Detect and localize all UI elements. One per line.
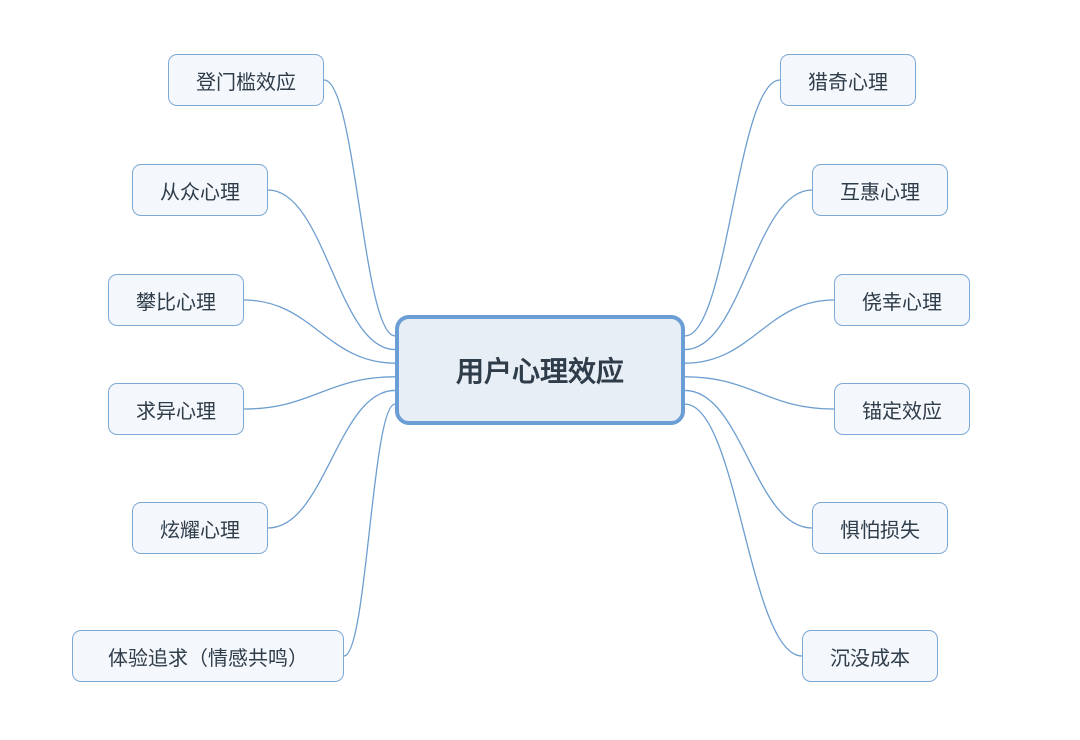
center-label: 用户心理效应	[456, 350, 624, 390]
center-node: 用户心理效应	[395, 315, 685, 425]
child-label: 侥幸心理	[862, 286, 942, 315]
child-node-l2: 从众心理	[132, 164, 268, 216]
edge-l4	[244, 377, 395, 409]
child-node-r1: 猎奇心理	[780, 54, 916, 106]
edge-l6	[344, 404, 395, 656]
child-label: 从众心理	[160, 176, 240, 205]
child-label: 猎奇心理	[808, 66, 888, 95]
edge-r1	[685, 80, 780, 336]
child-label: 惧怕损失	[840, 514, 920, 543]
child-label: 炫耀心理	[160, 514, 240, 543]
child-node-r2: 互惠心理	[812, 164, 948, 216]
child-node-r4: 锚定效应	[834, 383, 970, 435]
child-label: 求异心理	[136, 395, 216, 424]
child-node-r3: 侥幸心理	[834, 274, 970, 326]
mindmap-canvas: 用户心理效应 登门槛效应 从众心理 攀比心理 求异心理 炫耀心理 体验追求（情感…	[0, 0, 1080, 740]
edge-r2	[685, 190, 812, 350]
child-node-l5: 炫耀心理	[132, 502, 268, 554]
child-node-r6: 沉没成本	[802, 630, 938, 682]
edge-l3	[244, 300, 395, 363]
child-label: 互惠心理	[840, 176, 920, 205]
edge-r5	[685, 390, 812, 528]
child-node-l6: 体验追求（情感共鸣）	[72, 630, 344, 682]
child-label: 攀比心理	[136, 286, 216, 315]
edge-r3	[685, 300, 834, 363]
edge-r4	[685, 377, 834, 409]
edge-r6	[685, 404, 802, 656]
edge-l1	[324, 80, 395, 336]
child-label: 沉没成本	[830, 642, 910, 671]
child-node-r5: 惧怕损失	[812, 502, 948, 554]
child-label: 体验追求（情感共鸣）	[108, 642, 308, 671]
child-label: 锚定效应	[862, 395, 942, 424]
child-node-l3: 攀比心理	[108, 274, 244, 326]
edge-l5	[268, 390, 395, 528]
edge-l2	[268, 190, 395, 350]
child-node-l1: 登门槛效应	[168, 54, 324, 106]
child-label: 登门槛效应	[196, 66, 296, 95]
child-node-l4: 求异心理	[108, 383, 244, 435]
